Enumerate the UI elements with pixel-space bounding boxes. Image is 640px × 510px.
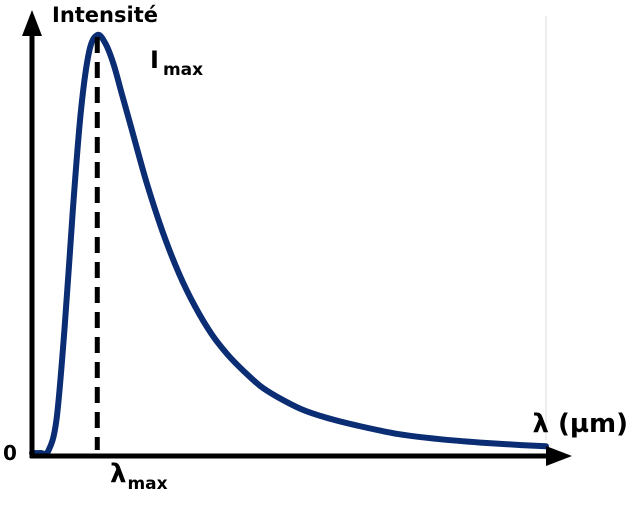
x-axis-label: λ (µm) [533,409,629,439]
intensity-curve [29,31,549,457]
y-axis-arrowhead [22,10,42,36]
x-axis-arrowhead [546,446,572,466]
i-max-subscript: max [163,60,203,80]
lambda-max-label: λmax [110,459,168,494]
lambda-max-symbol: λ [110,459,126,489]
y-axis-label: Intensité [52,3,158,27]
i-max-symbol: I [150,46,159,74]
origin-label: 0 [3,441,17,465]
lambda-max-subscript: max [127,474,167,494]
